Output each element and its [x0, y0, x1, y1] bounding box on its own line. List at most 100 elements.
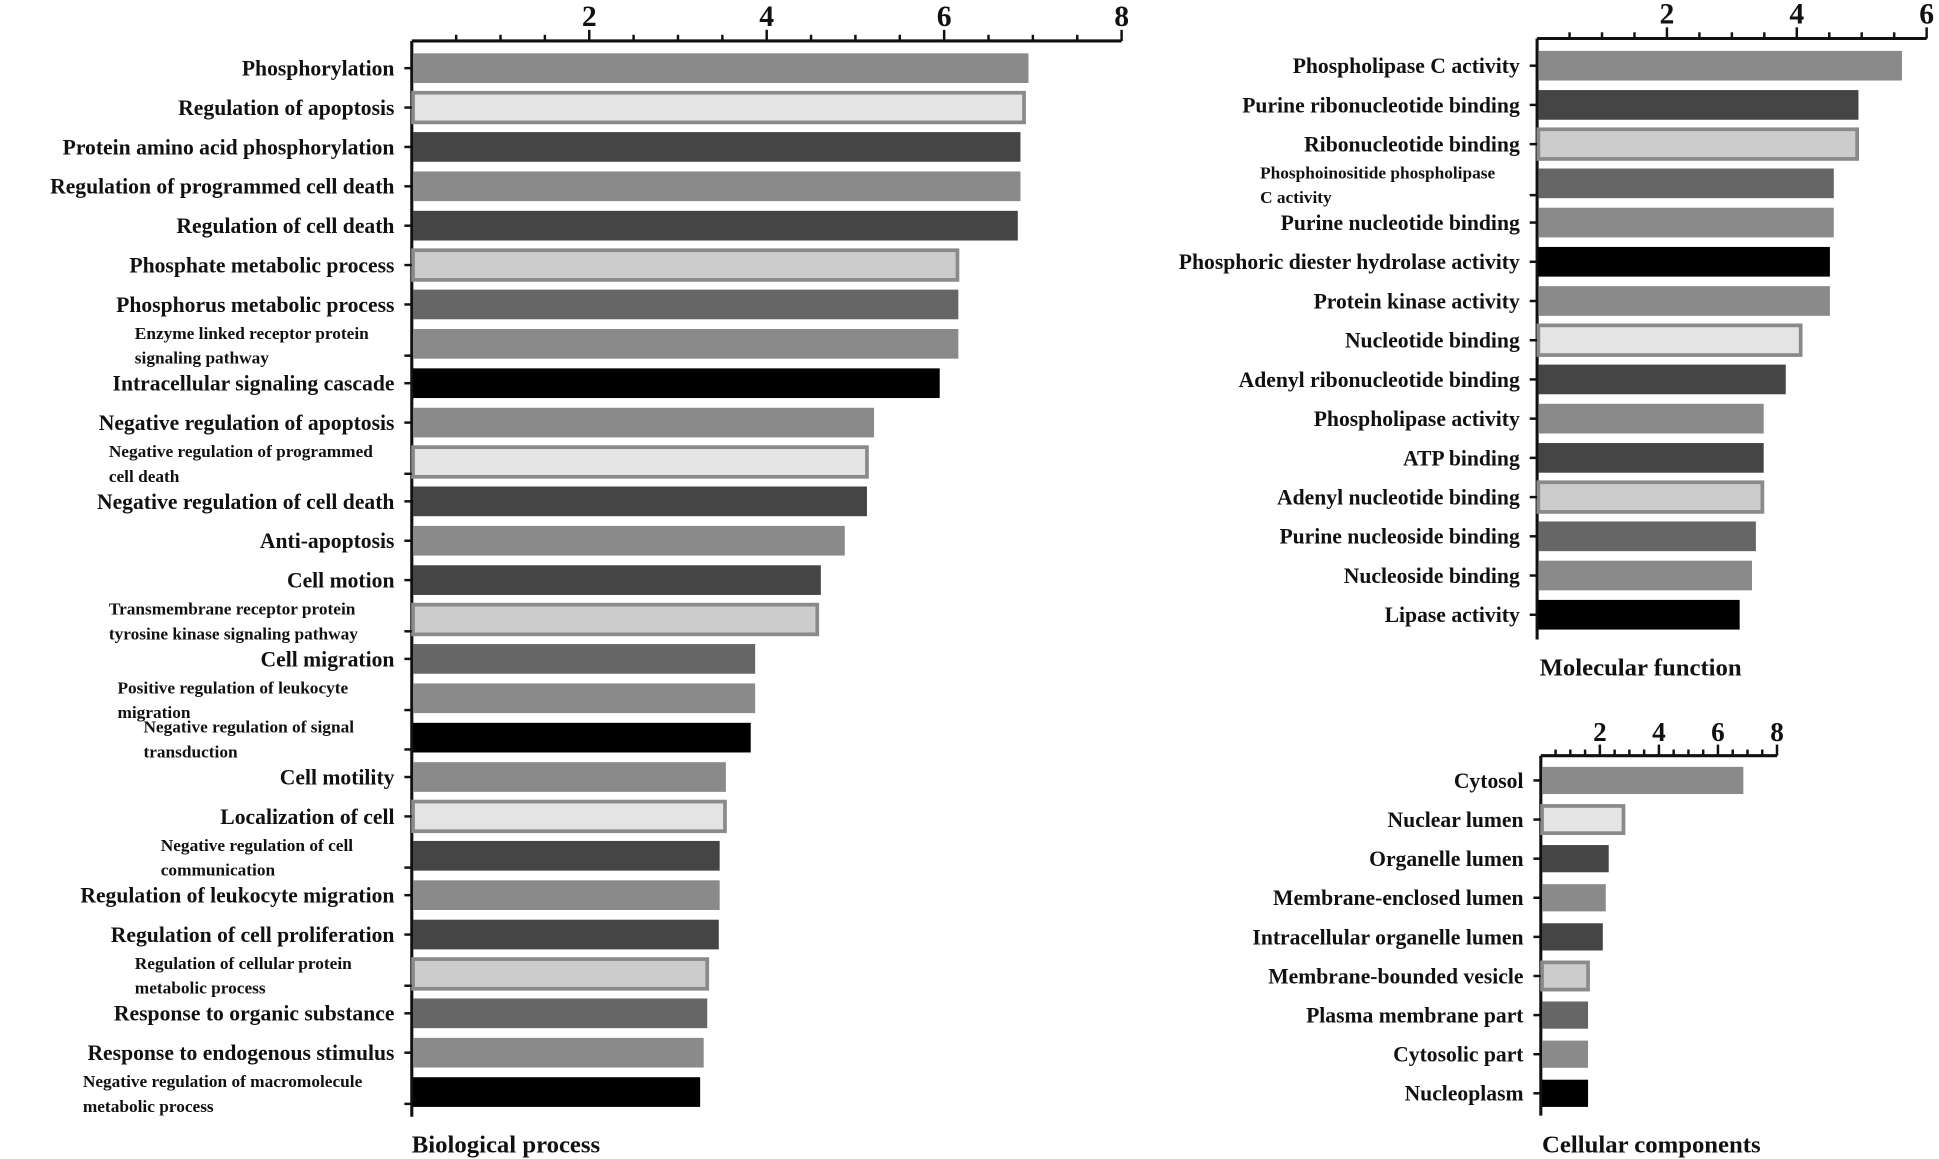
category-label: Regulation of cell proliferation: [111, 923, 395, 947]
bar: [413, 486, 867, 517]
x-tick-label: 4: [759, 1, 774, 33]
bar: [413, 1077, 701, 1107]
bar: [1538, 403, 1764, 434]
axis-title: Molecular function: [1540, 654, 1742, 681]
category-label: Negative regulation of macromolecule meta…: [83, 1072, 363, 1116]
bar: [411, 90, 1026, 125]
category-label: Regulation of apoptosis: [178, 96, 394, 120]
bar: [1538, 168, 1834, 199]
bar: [411, 799, 727, 834]
category-label: Intracellular signaling cascade: [113, 372, 395, 396]
bar: [411, 248, 960, 282]
x-tick-label: 2: [582, 1, 597, 33]
bar: [1538, 50, 1902, 81]
bar: [413, 840, 720, 871]
panel-cellular-components: 2 4 6 8 Cytosol Nuclear lumen Organelle lumen M…: [1252, 717, 1783, 1159]
bar: [411, 957, 710, 991]
bar: [1538, 207, 1834, 238]
category-label: Localization of cell: [220, 805, 394, 829]
bar: [1538, 599, 1740, 630]
bar: [1538, 286, 1830, 316]
category-label: Intracellular organelle lumen: [1252, 925, 1523, 949]
x-tick-label: 6: [1711, 717, 1725, 747]
bar: [413, 407, 875, 438]
bar: [413, 644, 756, 674]
bar: [1538, 443, 1764, 473]
axis-title: Biological process: [412, 1132, 601, 1159]
axis-title: Cellular components: [1542, 1132, 1761, 1159]
category-label: Cell motility: [280, 765, 395, 789]
category-label: Cell migration: [261, 647, 395, 671]
category-label: Cytosolic part: [1393, 1043, 1524, 1067]
bar: [1542, 1001, 1589, 1029]
x-tick-label: 4: [1652, 717, 1666, 747]
bar: [413, 53, 1029, 84]
category-label: Phosphoinositide phospholipase C activity: [1260, 163, 1495, 207]
x-tick-label: 4: [1789, 0, 1804, 31]
bar: [1542, 923, 1603, 951]
bar: [413, 565, 821, 595]
bar: [1542, 1040, 1589, 1068]
category-label: Membrane-enclosed lumen: [1273, 886, 1523, 910]
category-label: Phospholipase C activity: [1293, 54, 1520, 78]
category-label: Phosphorus metabolic process: [116, 293, 394, 317]
bar: [413, 328, 959, 359]
category-label: Ribonucleotide binding: [1304, 133, 1520, 157]
category-label: Lipase activity: [1385, 603, 1520, 627]
bar: [413, 368, 940, 399]
bar: [1536, 323, 1803, 357]
x-tick-label: 6: [1919, 0, 1934, 31]
bar: [1542, 1079, 1589, 1107]
bar: [413, 880, 720, 911]
category-label: Regulation of leukocyte migration: [80, 884, 394, 908]
category-label: Adenyl nucleotide binding: [1277, 486, 1520, 510]
category-label: Protein amino acid phosphorylation: [63, 135, 395, 159]
bar: [1538, 90, 1859, 120]
x-tick-label: 2: [1593, 717, 1607, 747]
category-label: Regulation of cellular protein metabolic …: [135, 954, 352, 998]
category-label: Adenyl ribonucleotide binding: [1239, 368, 1520, 392]
bar: [413, 762, 726, 792]
category-label: Negative regulation of apoptosis: [99, 411, 395, 435]
category-label: Protein kinase activity: [1314, 289, 1520, 313]
category-label: Cell motion: [287, 569, 395, 593]
bar: [413, 1037, 704, 1068]
bar: [413, 132, 1021, 162]
bar: [413, 919, 719, 950]
x-tick-label: 6: [937, 1, 952, 33]
bar: [1542, 884, 1606, 912]
bar: [1538, 521, 1756, 552]
category-label: Anti-apoptosis: [260, 529, 395, 553]
category-label: Negative regulation of signal transductio…: [143, 718, 354, 762]
category-label: Purine nucleotide binding: [1281, 211, 1520, 235]
category-label: Regulation of programmed cell death: [50, 175, 394, 199]
bar: [411, 445, 869, 479]
category-label: Negative regulation of cell death: [97, 490, 394, 514]
bar: [413, 683, 756, 714]
bar: [1536, 480, 1765, 514]
category-label: Nuclear lumen: [1388, 808, 1524, 832]
category-label: Nucleoside binding: [1344, 564, 1520, 588]
bar: [411, 602, 820, 637]
category-label: Phosphoric diester hydrolase activity: [1179, 250, 1520, 274]
category-label: Enzyme linked receptor protein signaling …: [135, 324, 369, 368]
bar: [1538, 364, 1786, 395]
category-label: Nucleotide binding: [1345, 329, 1520, 353]
bar: [413, 525, 845, 556]
category-label: Positive regulation of leukocyte migratio…: [117, 678, 348, 722]
bar: [1540, 960, 1590, 992]
bar: [413, 210, 1018, 241]
category-label: Response to organic substance: [114, 1002, 395, 1026]
bar: [1542, 845, 1609, 873]
category-label: Response to endogenous stimulus: [87, 1041, 394, 1065]
bar: [413, 289, 959, 320]
panel-biological-process: 2 4 6 8 Phosphorylation Regulation of apoptos…: [50, 1, 1129, 1159]
category-label: Phosphate metabolic process: [129, 253, 394, 277]
bar: [1542, 766, 1744, 795]
category-label: Phospholipase activity: [1314, 407, 1520, 431]
bar: [413, 998, 708, 1029]
category-label: Transmembrane receptor protein tyrosine k…: [109, 600, 358, 644]
bar: [413, 722, 751, 753]
category-label: Membrane-bounded vesicle: [1268, 964, 1524, 988]
